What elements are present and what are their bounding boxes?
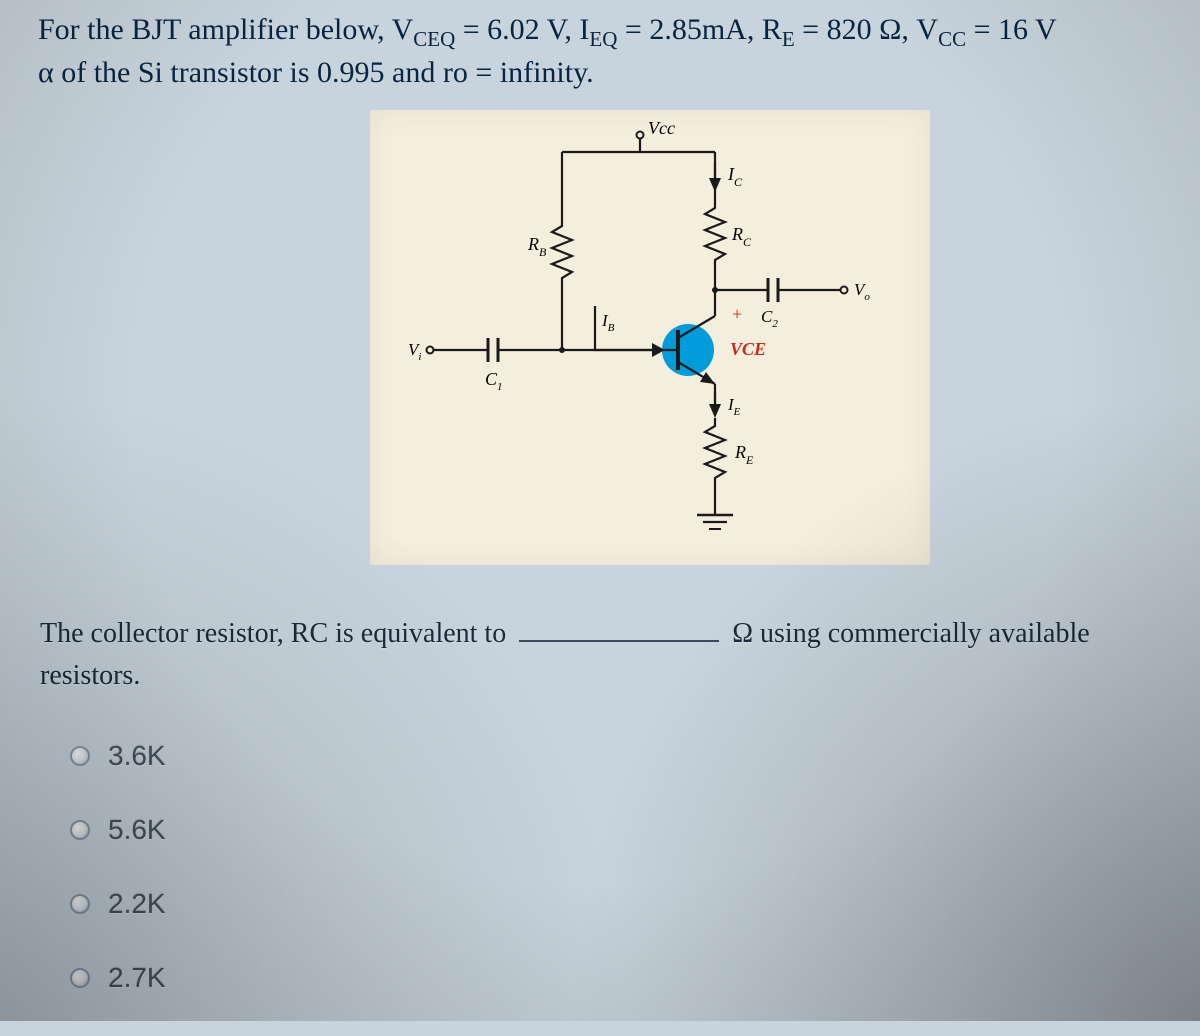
option-label: 5.6K	[108, 814, 166, 846]
problem-statement: For the BJT amplifier below, VCEQ = 6.02…	[38, 10, 1198, 94]
radio-icon[interactable]	[70, 894, 90, 914]
radio-icon[interactable]	[70, 968, 90, 988]
label-re: RE	[734, 442, 754, 467]
label-vce: VCE	[730, 339, 766, 359]
circuit-diagram: Vcc IC RC Vo C2 + RB IB	[370, 110, 930, 565]
option-row[interactable]: 2.2K	[70, 888, 166, 920]
option-label: 2.7K	[108, 962, 166, 994]
label-c2: C2	[761, 307, 778, 330]
question-text: The collector resistor, RC is equivalent…	[40, 613, 1160, 697]
label-ib: IB	[601, 311, 615, 334]
label-ie: IE	[727, 395, 741, 418]
answer-blank	[519, 614, 719, 642]
option-row[interactable]: 3.6K	[70, 740, 166, 772]
label-vcc: Vcc	[648, 118, 675, 138]
label-vi: Vi	[408, 340, 421, 363]
label-vo: Vo	[854, 280, 870, 303]
options-group: 3.6K 5.6K 2.2K 2.7K	[70, 740, 166, 1036]
label-rb: RB	[527, 234, 547, 259]
option-label: 3.6K	[108, 740, 166, 772]
problem-line-2: α of the Si transistor is 0.995 and ro =…	[38, 53, 1198, 94]
radio-icon[interactable]	[70, 820, 90, 840]
label-rc: RC	[731, 224, 752, 249]
option-row[interactable]: 2.7K	[70, 962, 166, 994]
option-label: 2.2K	[108, 888, 166, 920]
option-row[interactable]: 5.6K	[70, 814, 166, 846]
problem-line-1: For the BJT amplifier below, VCEQ = 6.02…	[38, 10, 1198, 53]
label-c1: C1	[485, 369, 503, 393]
circuit-svg: Vcc IC RC Vo C2 + RB IB	[370, 110, 930, 565]
question-before: The collector resistor, RC is equivalent…	[40, 618, 513, 649]
radio-icon[interactable]	[70, 746, 90, 766]
label-ic: IC	[727, 164, 743, 189]
label-plus: +	[732, 304, 742, 324]
